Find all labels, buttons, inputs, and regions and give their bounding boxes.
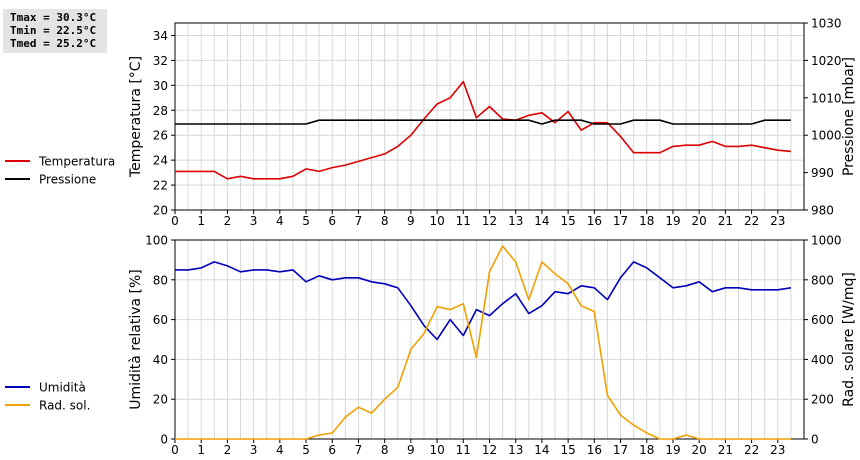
- x-tick-label: 12: [482, 214, 497, 228]
- y-axis-title: Umidità relativa [%]: [128, 269, 144, 410]
- x-tick-label: 17: [613, 443, 628, 457]
- x-tick-label: 13: [508, 443, 523, 457]
- x-tick-label: 6: [328, 214, 336, 228]
- x-tick-label: 0: [171, 443, 179, 457]
- series-line-2: [175, 245, 791, 440]
- legend-label: Umidità: [39, 381, 86, 395]
- y2-tick-label: 600: [811, 313, 834, 327]
- y-tick-label: 40: [153, 353, 168, 367]
- x-tick-label: 4: [276, 214, 284, 228]
- y2-axis-title: Pressione [mbar]: [841, 57, 857, 176]
- x-tick-label: 10: [429, 443, 444, 457]
- y-axis-title: Temperatura [°C]: [128, 56, 144, 178]
- x-tick-label: 19: [665, 214, 680, 228]
- y2-tick-label: 1000: [811, 234, 842, 248]
- series-line-1: [175, 80, 791, 180]
- x-tick-label: 18: [639, 214, 654, 228]
- x-tick-label: 8: [381, 214, 389, 228]
- x-tick-label: 23: [770, 214, 785, 228]
- x-tick-label: 1: [197, 214, 205, 228]
- x-tick-label: 0: [171, 214, 179, 228]
- y2-tick-label: 800: [811, 273, 834, 287]
- chart-panel-1: 0 1 2 3 4 5 6 7 8 9 10 11 12 13 14 15 16 17 18 19 20 21 22 2320…: [5, 17, 857, 228]
- x-tick-label: 11: [456, 214, 471, 228]
- x-tick-label: 21: [718, 214, 733, 228]
- series-line-2: [175, 119, 791, 125]
- x-tick-label: 11: [456, 443, 471, 457]
- y-tick-label: 32: [153, 54, 168, 68]
- x-tick-label: 14: [534, 214, 549, 228]
- legend-label: Rad. sol.: [39, 399, 90, 413]
- y-tick-label: 20: [153, 204, 168, 218]
- x-tick-label: 10: [429, 214, 444, 228]
- x-tick-label: 16: [587, 443, 602, 457]
- y-tick-label: 24: [153, 154, 168, 168]
- x-tick-label: 16: [587, 214, 602, 228]
- series-line-1: [175, 261, 792, 341]
- y-tick-label: 30: [153, 79, 168, 93]
- y2-tick-label: 200: [811, 393, 834, 407]
- tmax-text: Tmax = 30.3°C: [10, 11, 97, 24]
- y-tick-label: 20: [153, 393, 168, 407]
- y2-tick-label: 1030: [811, 17, 842, 31]
- legend-label: Temperatura: [38, 155, 115, 169]
- x-tick-label: 2: [224, 214, 232, 228]
- chart-panel-2: 0 1 2 3 4 5 6 7 8 9 10 11 12 13 14 15 16 17 18 19 20 21 22 2302…: [5, 234, 857, 457]
- x-tick-label: 9: [407, 443, 415, 457]
- y2-axis-title: Rad. solare [W/mq]: [841, 272, 857, 407]
- x-tick-label: 20: [692, 214, 707, 228]
- y-tick-label: 26: [153, 129, 168, 143]
- x-tick-label: 15: [560, 443, 575, 457]
- x-tick-label: 8: [381, 443, 389, 457]
- y2-tick-label: 1000: [811, 129, 842, 143]
- x-tick-label: 21: [718, 443, 733, 457]
- stats-box: Tmax = 30.3°C Tmin = 22.5°C Tmed = 25.2°…: [3, 9, 107, 53]
- x-tick-label: 7: [355, 214, 363, 228]
- x-tick-label: 20: [692, 443, 707, 457]
- x-tick-label: 1: [197, 443, 205, 457]
- x-tick-label: 6: [328, 443, 336, 457]
- x-tick-label: 17: [613, 214, 628, 228]
- y2-tick-label: 400: [811, 353, 834, 367]
- x-tick-label: 22: [744, 443, 759, 457]
- x-tick-label: 3: [250, 443, 258, 457]
- legend-label: Pressione: [39, 173, 96, 187]
- x-tick-label: 5: [302, 443, 310, 457]
- y-tick-label: 60: [153, 313, 168, 327]
- y2-tick-label: 980: [811, 204, 834, 218]
- x-tick-label: 9: [407, 214, 415, 228]
- x-tick-label: 5: [302, 214, 310, 228]
- y2-tick-label: 990: [811, 166, 834, 180]
- x-tick-label: 15: [560, 214, 575, 228]
- x-tick-label: 2: [224, 443, 232, 457]
- x-tick-label: 18: [639, 443, 654, 457]
- tmed-text: Tmed = 25.2°C: [10, 37, 97, 50]
- y2-tick-label: 1010: [811, 91, 842, 105]
- x-tick-label: 13: [508, 214, 523, 228]
- y-tick-label: 80: [153, 273, 168, 287]
- y-tick-label: 22: [153, 179, 168, 193]
- y-tick-label: 0: [160, 433, 168, 447]
- tmin-text: Tmin = 22.5°C: [10, 24, 97, 37]
- y-tick-label: 34: [153, 29, 168, 43]
- y2-tick-label: 1020: [811, 54, 842, 68]
- x-tick-label: 19: [665, 443, 680, 457]
- y-tick-label: 28: [153, 104, 168, 118]
- x-tick-label: 7: [355, 443, 363, 457]
- x-tick-label: 23: [770, 443, 785, 457]
- x-tick-label: 12: [482, 443, 497, 457]
- x-tick-label: 4: [276, 443, 284, 457]
- y-tick-label: 100: [145, 234, 168, 248]
- x-tick-label: 14: [534, 443, 549, 457]
- x-tick-label: 22: [744, 214, 759, 228]
- y2-tick-label: 0: [811, 433, 819, 447]
- x-tick-label: 3: [250, 214, 258, 228]
